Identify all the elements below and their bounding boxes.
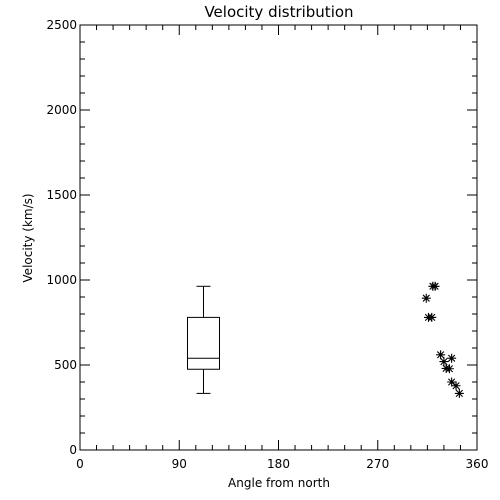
- y-tick-label: 2500: [46, 18, 77, 32]
- y-tick-label: 500: [54, 358, 77, 372]
- x-tick-label: 270: [366, 457, 389, 471]
- axis-ticks: [79, 24, 478, 451]
- data-point: [421, 293, 431, 303]
- x-tick-label: 0: [76, 457, 84, 471]
- data-point: [430, 281, 440, 291]
- data-point: [439, 357, 449, 367]
- chart-title: Velocity distribution: [204, 3, 353, 21]
- y-tick-label: 1000: [46, 273, 77, 287]
- y-tick-label: 1500: [46, 188, 77, 202]
- data-point: [427, 312, 437, 322]
- y-axis-title: Velocity (km/s): [21, 193, 35, 282]
- tick-labels: 0 90 180 270 360 0 500 1000 1500 2000 2500: [46, 18, 488, 471]
- data-point: [444, 364, 454, 374]
- boxplot-box: [187, 316, 221, 370]
- x-tick-label: 180: [267, 457, 290, 471]
- data-point: [451, 381, 461, 391]
- x-tick-label: 360: [466, 457, 489, 471]
- data-point: [447, 377, 457, 387]
- scatter-points: [421, 281, 464, 398]
- y-tick-label: 2000: [46, 103, 77, 117]
- x-tick-label: 90: [172, 457, 187, 471]
- x-axis-title: Angle from north: [228, 476, 330, 490]
- data-point: [447, 353, 457, 363]
- data-point: [436, 350, 446, 360]
- y-tick-label: 0: [69, 443, 77, 457]
- data-point: [454, 388, 464, 398]
- boxplot: [187, 285, 221, 394]
- plot-frame: [79, 24, 478, 451]
